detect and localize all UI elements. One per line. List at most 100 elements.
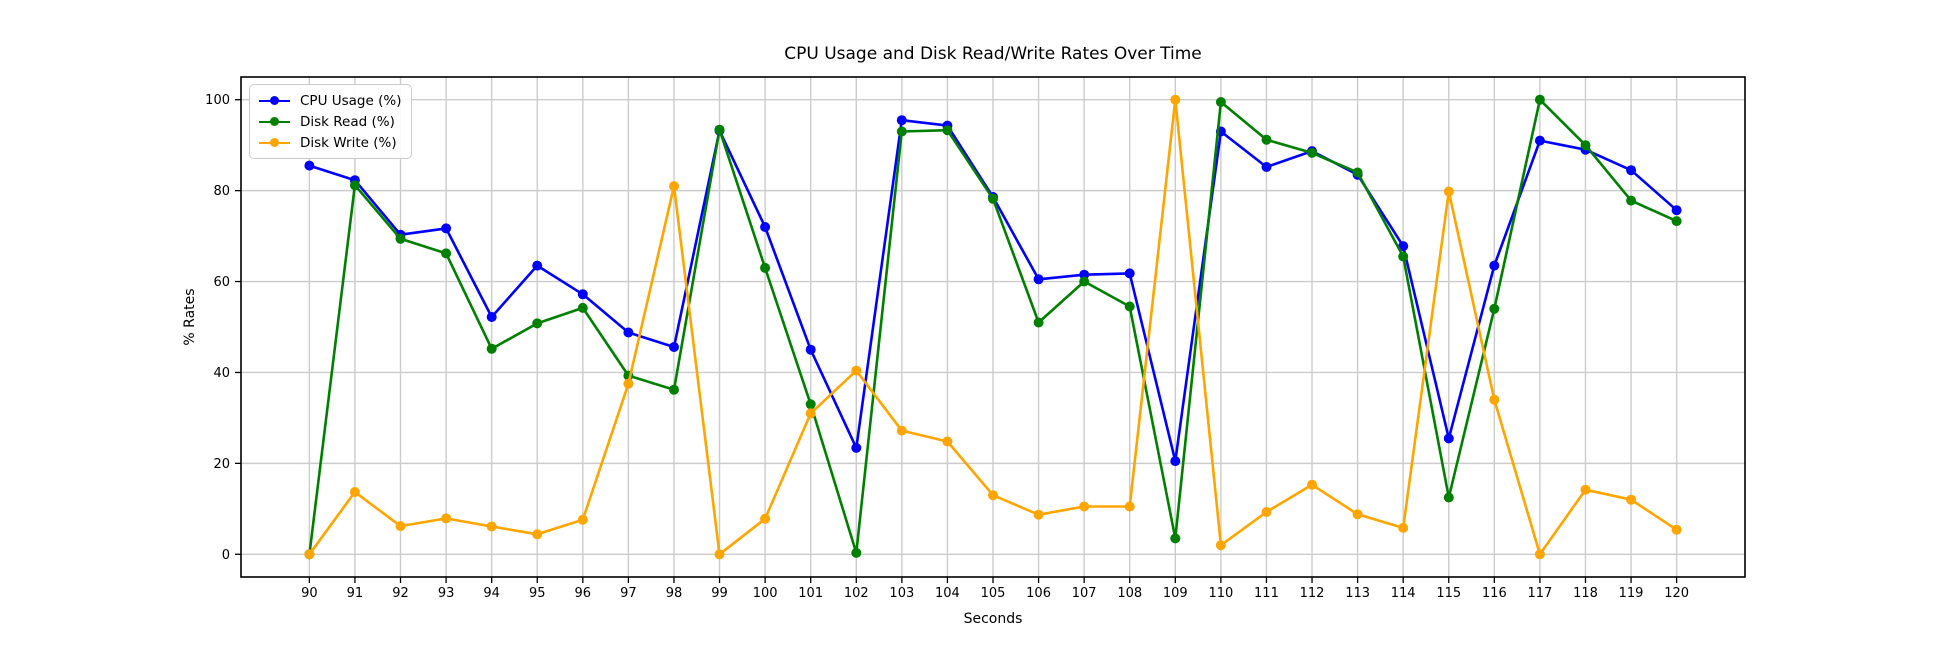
x-tick-label: 102 xyxy=(844,586,869,601)
data-point-cpu-usage xyxy=(532,260,543,271)
data-point-disk-read xyxy=(896,126,907,137)
x-tick-label: 112 xyxy=(1300,586,1325,601)
x-tick-label: 101 xyxy=(798,586,823,601)
y-tick-label: 80 xyxy=(213,184,230,199)
chart-title: CPU Usage and Disk Read/Write Rates Over… xyxy=(784,44,1202,64)
x-tick-label: 114 xyxy=(1391,586,1416,601)
data-point-disk-read xyxy=(1124,301,1135,312)
data-point-cpu-usage xyxy=(1170,456,1181,467)
data-point-disk-read xyxy=(1079,276,1090,287)
data-point-cpu-usage xyxy=(623,327,634,338)
y-tick-labels: 0 20 40 60 80 100 xyxy=(205,93,230,563)
data-point-disk-write xyxy=(942,436,953,447)
x-tick-label: 110 xyxy=(1208,586,1233,601)
series-disk-read xyxy=(304,94,1682,560)
data-point-disk-write xyxy=(1489,394,1500,405)
data-point-disk-write xyxy=(1443,186,1454,197)
x-tick-label: 120 xyxy=(1664,586,1689,601)
x-tick-label: 109 xyxy=(1163,586,1188,601)
legend-item-disk-write: Disk Write (%) xyxy=(259,132,401,153)
data-point-disk-read xyxy=(988,193,998,204)
data-point-cpu-usage xyxy=(1534,135,1545,146)
data-point-disk-write xyxy=(1580,484,1591,495)
x-tick-label: 99 xyxy=(711,586,728,601)
data-point-cpu-usage xyxy=(1626,165,1637,176)
data-point-disk-read xyxy=(942,125,953,136)
data-point-disk-write xyxy=(532,529,543,540)
data-point-disk-write xyxy=(395,521,406,532)
data-point-disk-read xyxy=(1580,140,1591,151)
data-point-disk-read xyxy=(669,384,679,395)
data-point-cpu-usage xyxy=(851,442,862,453)
data-point-disk-read xyxy=(760,262,771,273)
data-point-disk-write xyxy=(349,487,360,497)
data-point-disk-write xyxy=(623,378,634,389)
data-point-cpu-usage xyxy=(1124,268,1135,279)
legend-marker-cpu-usage xyxy=(259,95,290,106)
x-tick-label: 119 xyxy=(1619,586,1644,601)
data-point-disk-write xyxy=(714,549,725,560)
data-point-disk-read xyxy=(805,399,816,410)
data-point-disk-read xyxy=(1261,134,1272,145)
legend-item-disk-read: Disk Read (%) xyxy=(259,111,401,132)
legend-marker-disk-write xyxy=(259,137,290,148)
y-axis-label: % Rates xyxy=(182,288,198,346)
data-point-cpu-usage xyxy=(1489,260,1500,271)
data-point-disk-read xyxy=(1489,303,1500,314)
x-tick-label: 105 xyxy=(981,586,1006,601)
data-point-disk-write xyxy=(1079,501,1090,512)
x-tick-label: 97 xyxy=(620,586,637,601)
x-tick-label: 106 xyxy=(1026,586,1051,601)
data-point-disk-write xyxy=(1307,479,1317,490)
plot-border xyxy=(240,76,1746,578)
data-point-disk-read xyxy=(577,302,588,313)
data-point-disk-write xyxy=(988,490,998,501)
legend-label-disk-write: Disk Write (%) xyxy=(300,134,397,151)
tick-marks xyxy=(235,99,1678,583)
data-point-cpu-usage xyxy=(1443,433,1454,444)
series-disk-write xyxy=(304,94,1682,560)
data-point-disk-read xyxy=(851,547,862,558)
data-point-cpu-usage xyxy=(486,312,497,322)
y-tick-label: 40 xyxy=(213,366,230,381)
x-tick-label: 90 xyxy=(301,586,318,601)
legend-label-cpu-usage: CPU Usage (%) xyxy=(300,92,402,109)
x-tick-label: 116 xyxy=(1482,586,1507,601)
data-point-disk-write xyxy=(441,513,452,524)
data-point-disk-read xyxy=(714,124,725,135)
x-tick-label: 96 xyxy=(575,586,592,601)
x-tick-label: 98 xyxy=(666,586,683,601)
data-point-disk-read xyxy=(1626,195,1637,206)
x-tick-label: 113 xyxy=(1345,586,1370,601)
data-point-disk-write xyxy=(577,514,588,525)
x-tick-label: 93 xyxy=(438,586,455,601)
legend-marker-disk-read xyxy=(259,116,290,127)
x-tick-labels: 90 91 92 93 94 95 96 97 98 99 100 101 102 103 104 105 10… xyxy=(301,586,1689,601)
data-point-disk-write xyxy=(1352,509,1363,520)
data-point-disk-read xyxy=(1215,97,1226,107)
data-point-disk-write xyxy=(304,549,315,560)
data-point-disk-write xyxy=(1261,507,1272,517)
data-point-disk-read xyxy=(441,248,452,259)
legend-label-disk-read: Disk Read (%) xyxy=(300,113,395,130)
x-tick-label: 100 xyxy=(753,586,778,601)
x-tick-label: 107 xyxy=(1072,586,1097,601)
data-point-disk-read xyxy=(532,318,543,329)
x-tick-label: 104 xyxy=(935,586,960,601)
data-point-disk-write xyxy=(486,521,497,532)
data-point-disk-write xyxy=(805,408,816,419)
y-tick-label: 100 xyxy=(205,93,230,108)
x-tick-label: 94 xyxy=(483,586,500,601)
data-point-disk-write xyxy=(1534,549,1545,560)
data-point-disk-read xyxy=(1398,251,1409,262)
data-point-cpu-usage xyxy=(441,223,452,234)
data-point-disk-write xyxy=(760,513,771,524)
legend-item-cpu-usage: CPU Usage (%) xyxy=(259,90,401,111)
data-point-cpu-usage xyxy=(1261,162,1272,172)
x-tick-label: 91 xyxy=(347,586,364,601)
data-point-disk-read xyxy=(1170,533,1181,544)
data-point-cpu-usage xyxy=(1033,274,1044,285)
data-point-disk-write xyxy=(896,425,907,436)
x-tick-label: 111 xyxy=(1254,586,1279,601)
